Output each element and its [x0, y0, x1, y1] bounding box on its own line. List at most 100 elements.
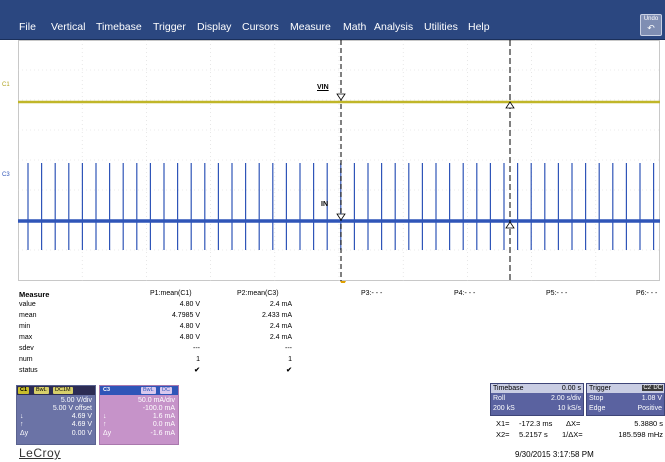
row-label: sdev: [19, 345, 34, 352]
param-header-p2[interactable]: P2:mean(C3): [237, 290, 279, 297]
x1-label: X1=: [496, 419, 510, 428]
timebase-descriptor[interactable]: Timebase 0.00 s Roll 2.00 s/div 200 kS 1…: [490, 383, 584, 416]
waveform-display[interactable]: VIN IN: [18, 40, 665, 283]
row-label: status: [19, 367, 38, 374]
c3-descriptor-header: C3 BwL DC: [100, 386, 178, 395]
c1-descriptor-header: C1 BwL DC1M: [17, 386, 95, 395]
p2-status-check-icon: ✔: [286, 367, 292, 374]
trigger-marker-icon: [340, 281, 346, 283]
trigger-source: C2: [642, 385, 652, 391]
p1-status-check-icon: ✔: [194, 367, 200, 374]
trigger-slope: Positive: [637, 405, 662, 412]
timebase-mode: Roll: [493, 395, 506, 402]
c1-channel-descriptor[interactable]: C1 BwL DC1M 5.00 V/div 5.00 V offset ↓ 4…: [16, 385, 96, 445]
c1-channel-marker: C1: [2, 82, 10, 88]
c3-delta-label: Δy: [103, 430, 112, 437]
param-header-p1[interactable]: P1:mean(C1): [150, 290, 192, 297]
trigger-type: Edge: [589, 405, 606, 412]
menu-trigger[interactable]: Trigger: [153, 21, 186, 33]
p1-value: 1: [196, 356, 200, 363]
menu-timebase[interactable]: Timebase: [96, 21, 142, 33]
row-label: mean: [19, 312, 37, 319]
x1-value: -172.3 ms: [519, 419, 553, 428]
x2-label: X2=: [496, 430, 510, 439]
measure-title: Measure: [19, 290, 50, 299]
c1-delta-value: 0.00 V: [71, 430, 92, 437]
p1-value: 4.80 V: [179, 323, 200, 330]
menu-analysis[interactable]: Analysis: [374, 21, 414, 33]
waveform-grid: [18, 40, 660, 283]
menu-math[interactable]: Math: [343, 21, 367, 33]
param-header-p4[interactable]: P4:- - -: [454, 290, 476, 297]
vin-marker-label: VIN: [317, 84, 329, 91]
c1-label: C1: [18, 387, 30, 394]
date-time: 9/30/2015 3:17:58 PM: [515, 450, 594, 459]
timebase-label: Timebase: [493, 385, 524, 392]
menu-measure[interactable]: Measure: [290, 21, 331, 33]
timebase-rate: 10 kS/s: [557, 405, 581, 412]
c1-bw-tag: BwL: [34, 387, 49, 394]
row-label: max: [19, 334, 33, 341]
cursor-marker-1[interactable]: [336, 93, 346, 101]
inv-dx-value: 185.598 mHz: [618, 430, 663, 439]
menu-help[interactable]: Help: [468, 21, 490, 33]
cursor-marker-3[interactable]: [505, 221, 515, 229]
undo-label: Undo: [643, 16, 659, 22]
c3-offset: -100.0 mA: [142, 405, 175, 412]
dx-value: 5.3880 s: [634, 419, 663, 428]
dx-label: ΔX=: [566, 419, 581, 428]
c1-delta-label: Δy: [20, 430, 29, 437]
c3-cursor1-value: 1.6 mA: [152, 413, 175, 420]
p2-value: 2.433 mA: [262, 312, 292, 319]
param-header-p5[interactable]: P5:- - -: [546, 290, 568, 297]
c1-vdiv: 5.00 V/div: [60, 397, 92, 404]
p1-value: 4.80 V: [179, 301, 200, 308]
menu-bar: File Vertical Timebase Trigger Display C…: [0, 0, 665, 40]
param-header-p3[interactable]: P3:- - -: [361, 290, 383, 297]
p2-value: 1: [288, 356, 292, 363]
p1-value: 4.7985 V: [171, 312, 200, 319]
undo-button[interactable]: Undo ↶: [640, 14, 662, 36]
lecroy-logo: LeCroy: [19, 446, 61, 460]
menu-utilities[interactable]: Utilities: [424, 21, 458, 33]
inv-dx-label: 1/ΔX=: [562, 430, 583, 439]
trigger-state: Stop: [589, 395, 604, 402]
c1-coupling-tag: DC1M: [53, 387, 73, 394]
row-label: num: [19, 356, 33, 363]
cursor-readout: X1= -172.3 ms ΔX= 5.3880 s X2= 5.2157 s …: [490, 418, 665, 442]
trigger-level: 1.08 V: [641, 395, 662, 402]
menu-cursors[interactable]: Cursors: [242, 21, 279, 33]
trigger-label: Trigger: [589, 385, 611, 392]
p1-value: ---: [193, 345, 200, 352]
menu-file[interactable]: File: [19, 21, 36, 33]
trigger-coupling: DC: [652, 385, 663, 391]
p2-value: 2.4 mA: [269, 323, 292, 330]
cursor-marker-4[interactable]: [336, 213, 346, 221]
in-marker-label: IN: [321, 201, 328, 208]
cursor-marker-2[interactable]: [505, 101, 515, 109]
c3-channel-marker: C3: [2, 172, 10, 178]
c1-cursor2-value: 4.69 V: [71, 421, 92, 428]
c3-cursor-up-icon: ↑: [103, 421, 107, 428]
c3-vdiv: 50.0 mA/div: [138, 397, 175, 404]
c3-cursor-down-icon: ↓: [103, 413, 107, 420]
row-label: value: [19, 301, 36, 308]
trigger-header: Trigger C2 DC: [587, 384, 664, 393]
menu-vertical[interactable]: Vertical: [51, 21, 86, 33]
c1-cursor1-value: 4.69 V: [71, 413, 92, 420]
timebase-header: Timebase 0.00 s: [491, 384, 583, 393]
c3-cursor2-value: 0.0 mA: [152, 421, 175, 428]
c1-cursor-up-icon: ↑: [20, 421, 24, 428]
c1-offset: 5.00 V offset: [52, 405, 92, 412]
c1-cursor-down-icon: ↓: [20, 413, 24, 420]
trigger-descriptor[interactable]: Trigger C2 DC Stop 1.08 V Edge Positive: [586, 383, 665, 416]
menu-display[interactable]: Display: [197, 21, 232, 33]
timebase-delay: 0.00 s: [561, 385, 581, 392]
c3-channel-descriptor[interactable]: C3 BwL DC 50.0 mA/div -100.0 mA ↓ 1.6 mA…: [99, 385, 179, 445]
param-header-p6[interactable]: P6:- - -: [636, 290, 658, 297]
c3-bw-tag: BwL: [141, 387, 156, 394]
timebase-tdiv: 2.00 s/div: [551, 395, 581, 402]
x2-value: 5.2157 s: [519, 430, 548, 439]
c3-label: C3: [101, 387, 113, 394]
p2-value: 2.4 mA: [269, 301, 292, 308]
